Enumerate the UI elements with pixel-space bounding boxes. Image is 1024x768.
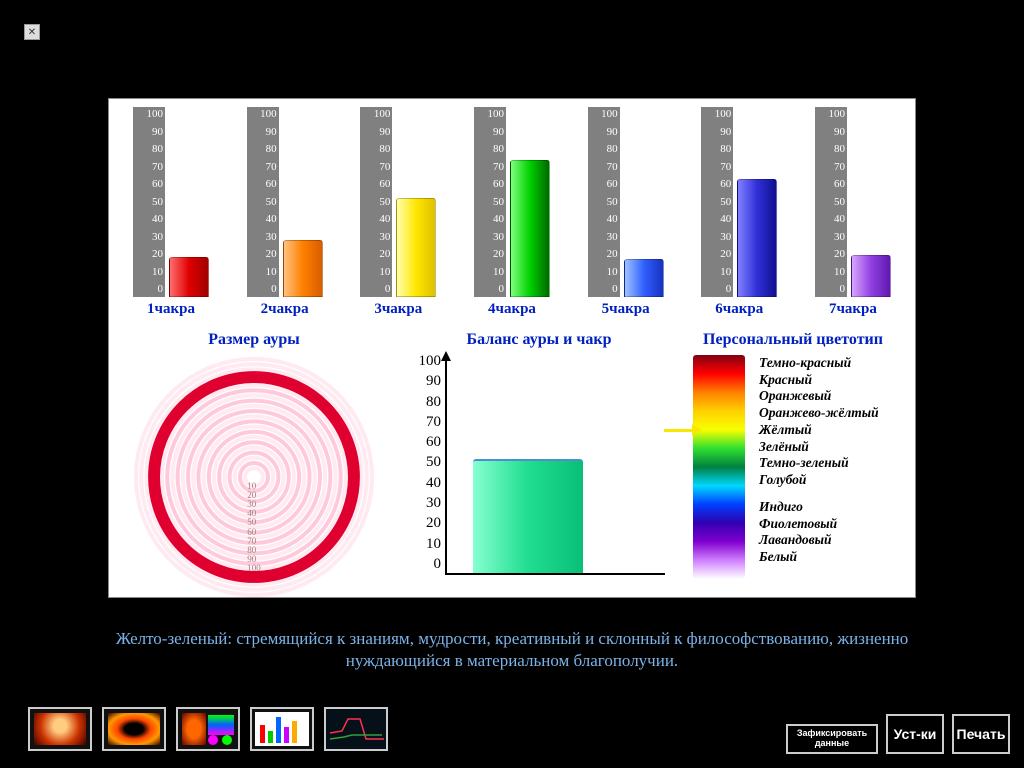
chakras-chart: 10090807060504030201001чакра100908070605… xyxy=(119,107,905,327)
chakra-label: 3чакра xyxy=(374,301,422,318)
chakra-label: 6чакра xyxy=(715,301,763,318)
chakra-scale: 1009080706050403020100 xyxy=(247,107,279,297)
chakra-column: 1009080706050403020100 7чакра xyxy=(801,107,905,327)
colortype-label: Жёлтый xyxy=(759,422,879,439)
balance-bar xyxy=(473,459,583,573)
thumbnail-1[interactable] xyxy=(28,707,92,751)
colortype-label: Индиго xyxy=(759,499,879,516)
chakra-bar xyxy=(396,198,436,297)
chakra-column: 1009080706050403020100 3чакра xyxy=(346,107,450,327)
balance-x-axis xyxy=(445,573,665,575)
chakra-bar xyxy=(169,257,209,297)
chakra-bar xyxy=(510,160,550,297)
settings-button[interactable]: Уст-ки xyxy=(886,714,944,754)
fix-data-button[interactable]: Зафиксироватьданные xyxy=(786,724,878,754)
balance-title: Баланс ауры и чакр xyxy=(409,331,669,349)
aura-inner-scale: 102030405060708090100 xyxy=(247,482,261,574)
chakra-bar xyxy=(624,259,664,297)
colortype-label: Темно-красный xyxy=(759,355,879,372)
chakra-column: 1009080706050403020100 1чакра xyxy=(119,107,223,327)
thumbnail-5[interactable] xyxy=(324,707,388,751)
chakra-scale: 1009080706050403020100 xyxy=(133,107,165,297)
chakra-scale: 1009080706050403020100 xyxy=(360,107,392,297)
chakra-scale: 1009080706050403020100 xyxy=(815,107,847,297)
chakra-column: 1009080706050403020100 2чакра xyxy=(233,107,337,327)
colortype-labels: Темно-красныйКрасныйОранжевыйОранжево-жё… xyxy=(759,355,879,585)
colortype-spectrum xyxy=(693,355,745,579)
chakra-column: 1009080706050403020100 5чакра xyxy=(574,107,678,327)
aura-size-title: Размер ауры xyxy=(109,331,399,349)
chakra-label: 7чакра xyxy=(829,301,877,318)
colortype-label: Оранжево-жёлтый xyxy=(759,405,879,422)
chakra-label: 1чакра xyxy=(147,301,195,318)
description-text: Желто-зеленый: стремящийся к знаниям, му… xyxy=(0,628,1024,672)
chakra-bar xyxy=(737,179,777,297)
thumbnail-2[interactable] xyxy=(102,707,166,751)
chakra-label: 5чакра xyxy=(602,301,650,318)
chakra-label: 4чакра xyxy=(488,301,536,318)
thumbnail-4[interactable] xyxy=(250,707,314,751)
colortype-label: Оранжевый xyxy=(759,388,879,405)
chakra-label: 2чакра xyxy=(261,301,309,318)
aura-size-section: Размер ауры 102030405060708090100 xyxy=(109,331,399,597)
colortype-label: Белый xyxy=(759,549,879,566)
aura-size-visual: 102030405060708090100 xyxy=(134,357,374,597)
chakra-scale: 1009080706050403020100 xyxy=(701,107,733,297)
chakra-column: 1009080706050403020100 6чакра xyxy=(687,107,791,327)
colortype-title: Персональный цветотип xyxy=(669,331,917,349)
colortype-label: Голубой xyxy=(759,472,879,489)
colortype-label: Зелёный xyxy=(759,439,879,456)
chakra-scale: 1009080706050403020100 xyxy=(588,107,620,297)
chakra-bar xyxy=(283,240,323,297)
balance-scale: 1009080706050403020100 xyxy=(409,353,445,573)
thumbnail-3[interactable] xyxy=(176,707,240,751)
thumbnail-strip xyxy=(28,707,388,751)
close-button[interactable]: ✕ xyxy=(24,24,40,40)
print-button[interactable]: Печать xyxy=(952,714,1010,754)
bottom-toolbar: Зафиксироватьданные Уст-ки Печать xyxy=(28,704,1010,754)
main-panel: 10090807060504030201001чакра100908070605… xyxy=(108,98,916,598)
chakra-scale: 1009080706050403020100 xyxy=(474,107,506,297)
colortype-label: Красный xyxy=(759,372,879,389)
balance-y-axis xyxy=(445,353,447,573)
colortype-section: Персональный цветотип Темно-красныйКрасн… xyxy=(669,331,917,585)
balance-chart: 1009080706050403020100 xyxy=(409,353,669,593)
colortype-indicator-arrow xyxy=(664,429,694,432)
colortype-label: Лавандовый xyxy=(759,532,879,549)
chakra-bar xyxy=(851,255,891,297)
colortype-label: Темно-зеленый xyxy=(759,455,879,472)
colortype-label: Фиолетовый xyxy=(759,516,879,533)
chakra-column: 1009080706050403020100 4чакра xyxy=(460,107,564,327)
balance-section: Баланс ауры и чакр 100908070605040302010… xyxy=(409,331,669,593)
